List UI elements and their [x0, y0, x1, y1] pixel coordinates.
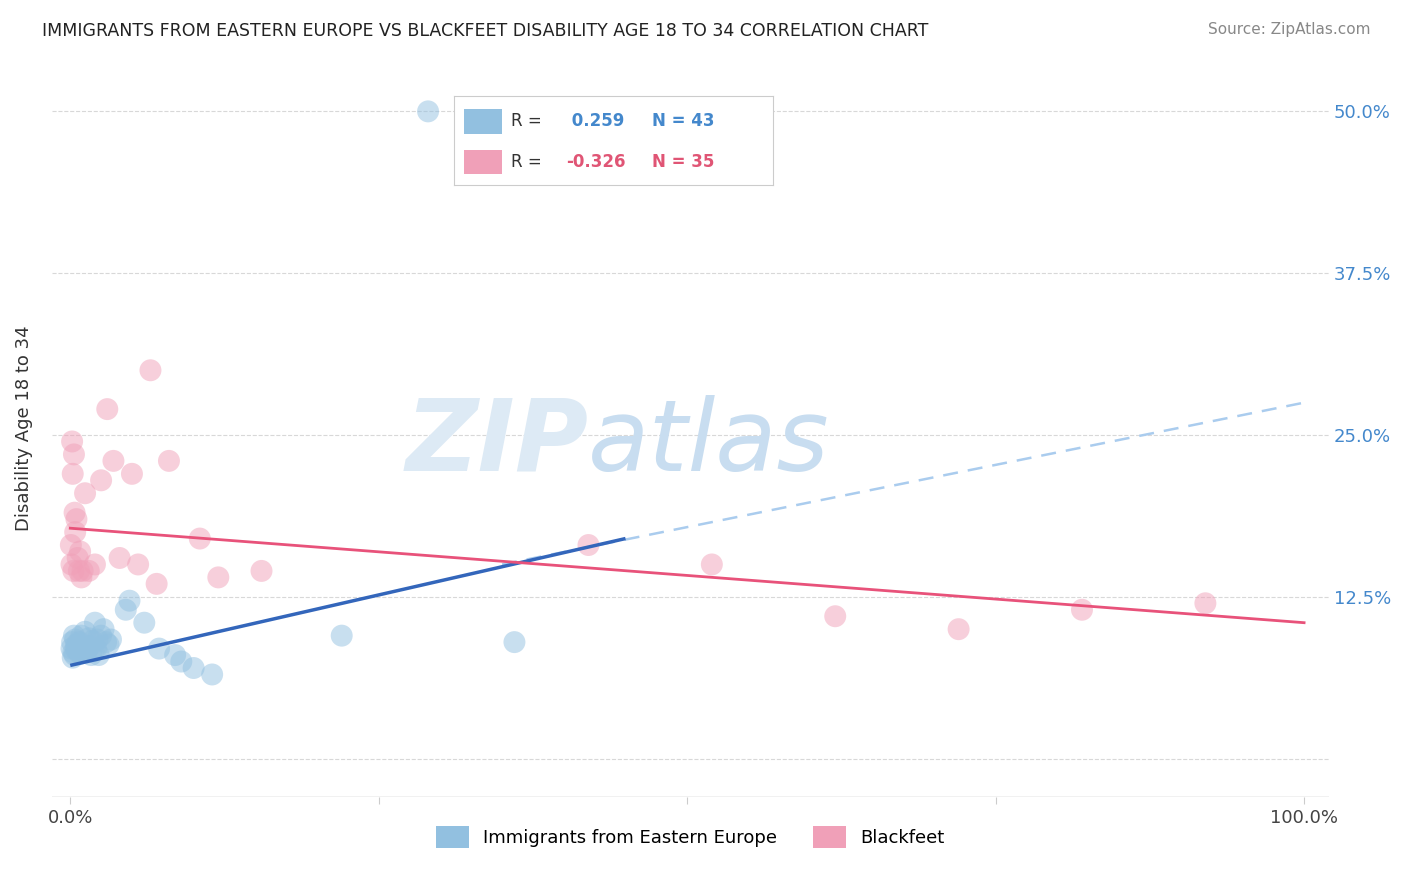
Blackfeet: [77, 564, 100, 578]
Immigrants from Eastern Europe: [62, 650, 84, 665]
Blackfeet: [65, 512, 87, 526]
Blackfeet: [62, 467, 84, 481]
Immigrants from Eastern Europe: [84, 641, 107, 656]
Legend: Immigrants from Eastern Europe, Blackfeet: Immigrants from Eastern Europe, Blackfee…: [429, 818, 952, 855]
Immigrants from Eastern Europe: [503, 635, 526, 649]
Immigrants from Eastern Europe: [82, 633, 104, 648]
Immigrants from Eastern Europe: [60, 641, 83, 656]
Blackfeet: [1071, 603, 1094, 617]
Blackfeet: [62, 564, 84, 578]
Immigrants from Eastern Europe: [183, 661, 205, 675]
Immigrants from Eastern Europe: [134, 615, 156, 630]
Blackfeet: [103, 454, 125, 468]
Blackfeet: [948, 622, 970, 636]
Blackfeet: [700, 558, 723, 572]
Immigrants from Eastern Europe: [83, 644, 105, 658]
Immigrants from Eastern Europe: [118, 593, 141, 607]
Blackfeet: [90, 473, 112, 487]
Blackfeet: [139, 363, 162, 377]
Blackfeet: [108, 551, 131, 566]
Blackfeet: [69, 544, 91, 558]
Blackfeet: [578, 538, 600, 552]
Immigrants from Eastern Europe: [87, 648, 110, 662]
Immigrants from Eastern Europe: [63, 648, 86, 662]
Immigrants from Eastern Europe: [67, 635, 90, 649]
Blackfeet: [96, 402, 118, 417]
Immigrants from Eastern Europe: [80, 648, 103, 662]
Immigrants from Eastern Europe: [63, 629, 86, 643]
Blackfeet: [63, 447, 86, 461]
Blackfeet: [157, 454, 180, 468]
Blackfeet: [72, 564, 94, 578]
Blackfeet: [75, 486, 97, 500]
Blackfeet: [250, 564, 273, 578]
Immigrants from Eastern Europe: [66, 644, 89, 658]
Text: atlas: atlas: [588, 395, 830, 491]
Blackfeet: [60, 558, 83, 572]
Immigrants from Eastern Europe: [86, 632, 108, 647]
Blackfeet: [121, 467, 143, 481]
Immigrants from Eastern Europe: [63, 632, 86, 647]
Blackfeet: [70, 570, 93, 584]
Immigrants from Eastern Europe: [62, 645, 84, 659]
Immigrants from Eastern Europe: [60, 635, 83, 649]
Immigrants from Eastern Europe: [90, 629, 112, 643]
Immigrants from Eastern Europe: [75, 645, 97, 659]
Blackfeet: [145, 577, 167, 591]
Immigrants from Eastern Europe: [416, 104, 439, 119]
Immigrants from Eastern Europe: [94, 635, 117, 649]
Blackfeet: [824, 609, 846, 624]
Immigrants from Eastern Europe: [76, 641, 98, 656]
Immigrants from Eastern Europe: [77, 632, 100, 646]
Blackfeet: [84, 558, 107, 572]
Blackfeet: [207, 570, 229, 584]
Immigrants from Eastern Europe: [148, 641, 170, 656]
Immigrants from Eastern Europe: [100, 632, 122, 647]
Immigrants from Eastern Europe: [69, 647, 91, 661]
Blackfeet: [1194, 596, 1216, 610]
Blackfeet: [127, 558, 149, 572]
Blackfeet: [59, 538, 82, 552]
Blackfeet: [63, 506, 86, 520]
Text: Source: ZipAtlas.com: Source: ZipAtlas.com: [1208, 22, 1371, 37]
Text: IMMIGRANTS FROM EASTERN EUROPE VS BLACKFEET DISABILITY AGE 18 TO 34 CORRELATION : IMMIGRANTS FROM EASTERN EUROPE VS BLACKF…: [42, 22, 928, 40]
Immigrants from Eastern Europe: [93, 622, 115, 636]
Immigrants from Eastern Europe: [201, 667, 224, 681]
Blackfeet: [67, 564, 90, 578]
Y-axis label: Disability Age 18 to 34: Disability Age 18 to 34: [15, 326, 32, 532]
Immigrants from Eastern Europe: [65, 638, 87, 652]
Immigrants from Eastern Europe: [97, 638, 120, 652]
Text: ZIP: ZIP: [405, 395, 588, 491]
Immigrants from Eastern Europe: [79, 639, 101, 653]
Blackfeet: [66, 551, 89, 566]
Immigrants from Eastern Europe: [72, 643, 94, 657]
Blackfeet: [63, 525, 86, 540]
Immigrants from Eastern Europe: [170, 655, 193, 669]
Immigrants from Eastern Europe: [165, 648, 187, 662]
Immigrants from Eastern Europe: [114, 603, 136, 617]
Immigrants from Eastern Europe: [65, 641, 87, 656]
Immigrants from Eastern Europe: [84, 615, 107, 630]
Immigrants from Eastern Europe: [75, 624, 97, 639]
Immigrants from Eastern Europe: [73, 640, 96, 655]
Blackfeet: [188, 532, 211, 546]
Blackfeet: [60, 434, 83, 449]
Immigrants from Eastern Europe: [330, 629, 353, 643]
Immigrants from Eastern Europe: [70, 629, 93, 643]
